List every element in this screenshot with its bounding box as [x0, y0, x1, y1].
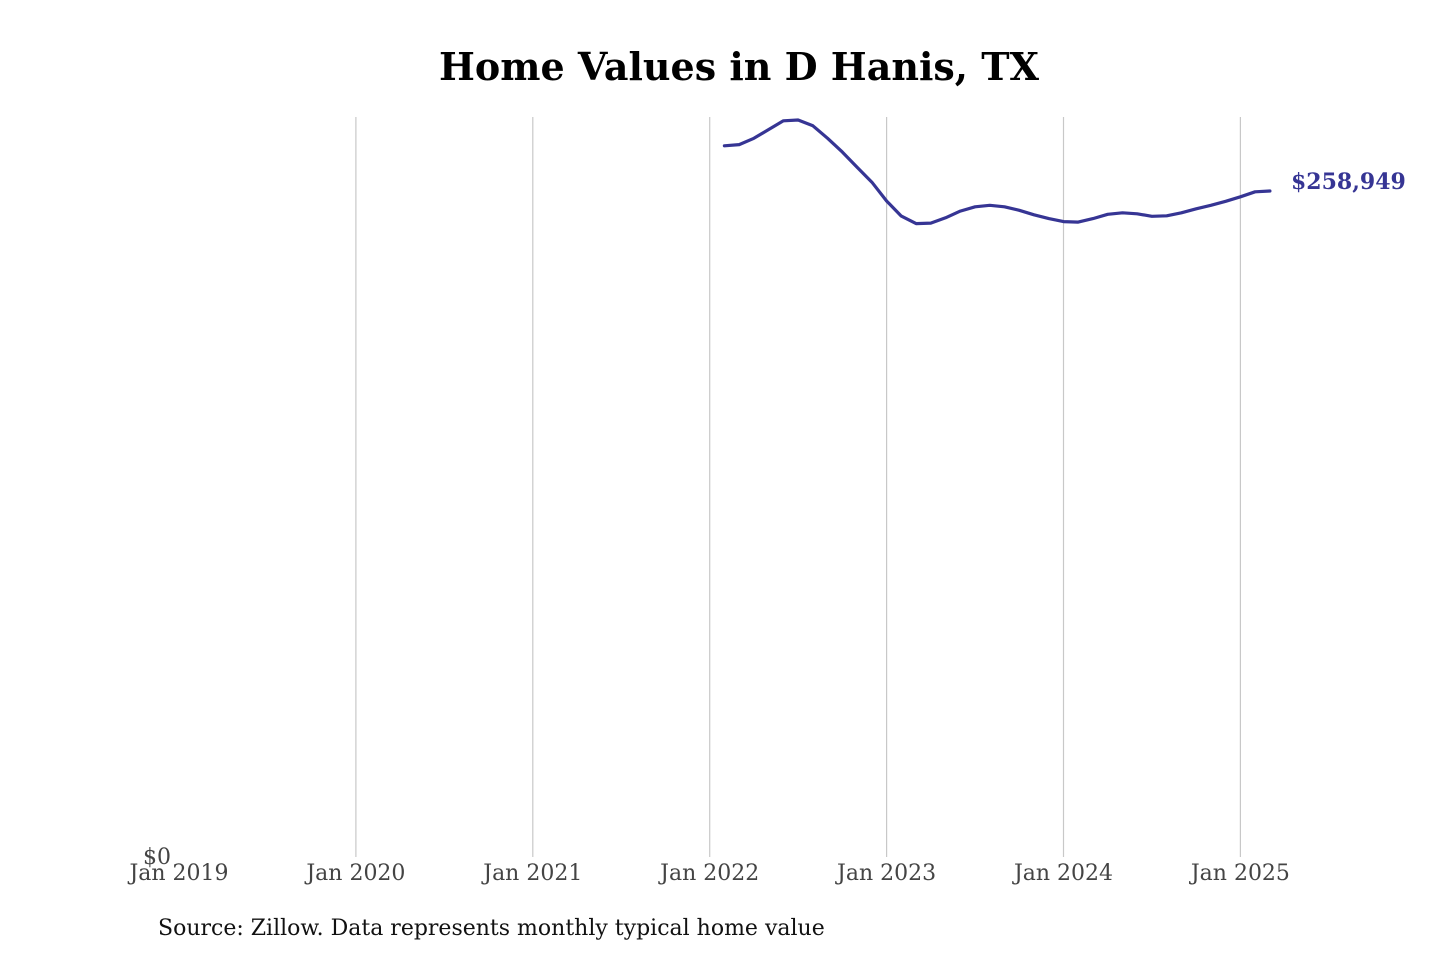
data-point	[737, 143, 741, 146]
data-point	[959, 209, 962, 213]
chart-title: Home Values in D Hanis, TX	[438, 44, 1040, 89]
data-point	[944, 216, 947, 220]
x-tick-label: Jan 2024	[1012, 861, 1113, 886]
data-point	[1209, 204, 1213, 207]
data-point	[1180, 211, 1183, 215]
x-tick-label: Jan 2021	[481, 861, 582, 886]
data-point	[811, 124, 815, 127]
data-point	[885, 199, 888, 203]
gridlines	[355, 117, 1242, 857]
data-point	[1253, 190, 1257, 193]
source-note: Source: Zillow. Data represents monthly …	[158, 916, 825, 941]
data-point	[723, 144, 726, 148]
data-point	[826, 137, 829, 140]
data-point	[1150, 215, 1154, 218]
x-tick-label: Jan 2019	[127, 861, 228, 886]
x-tick-label: Jan 2020	[304, 861, 405, 886]
data-point	[1077, 220, 1080, 224]
data-point	[782, 119, 785, 122]
y-tick-label: $0	[143, 845, 171, 870]
x-tick-label: Jan 2023	[835, 861, 936, 886]
data-point	[900, 214, 903, 218]
data-point	[1194, 207, 1198, 211]
data-point	[1136, 212, 1139, 216]
data-point	[1268, 189, 1272, 193]
data-point	[870, 181, 874, 184]
latest-value-label: $258,949	[1291, 169, 1406, 195]
data-point	[752, 137, 756, 140]
data-point	[914, 222, 918, 225]
data-point	[1003, 205, 1006, 209]
data-point	[1032, 213, 1036, 217]
data-point	[929, 221, 933, 225]
data-point	[1018, 209, 1021, 212]
data-point	[1165, 214, 1168, 218]
data-point	[1091, 217, 1095, 220]
data-point	[1047, 217, 1050, 220]
data-point	[1106, 213, 1109, 216]
axis-ticks: Jan 2019 Jan 2020 Jan 2021 Jan 2022 Jan 2023…	[127, 845, 1289, 886]
data-point	[1224, 200, 1227, 203]
data-point	[1062, 220, 1065, 223]
data-point	[973, 205, 977, 209]
data-point	[841, 150, 844, 154]
data-point	[1239, 195, 1242, 198]
data-point	[855, 165, 859, 169]
x-tick-label: Jan 2025	[1189, 861, 1290, 886]
data-point	[1121, 211, 1124, 215]
data-point	[988, 204, 991, 207]
home-value-line	[722, 118, 1272, 226]
series-layer	[722, 118, 1272, 226]
data-point	[796, 118, 800, 122]
data-point	[767, 128, 770, 131]
x-tick-label: Jan 2022	[658, 861, 759, 886]
